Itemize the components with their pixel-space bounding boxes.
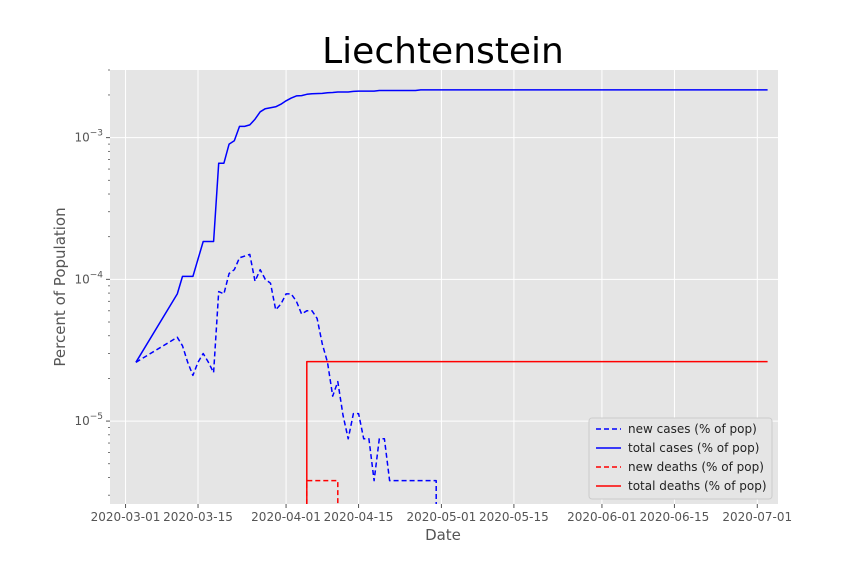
x-tick-label: 2020-03-01 [91,510,161,524]
x-axis-ticks: 2020-03-01 2020-03-15 2020-04-01 2020-04-15… [91,504,792,524]
legend-label-total-cases: total cases (% of pop) [628,441,759,455]
y-tick-label: 10−3 [74,129,103,145]
y-tick-label: 10−4 [74,270,103,286]
series-lines [135,89,768,504]
legend-box [588,417,773,500]
x-tick-label: 2020-06-15 [640,510,710,524]
x-axis-label: Date [425,526,461,544]
legend-label-total-deaths: total deaths (% of pop) [628,479,767,493]
x-tick-label: 2020-03-15 [163,510,233,524]
series-line-new-cases-of-pop [135,253,437,504]
legend-label-new-deaths: new deaths (% of pop) [628,460,764,474]
x-tick-label: 2020-06-01 [567,510,637,524]
y-axis-label: Percent of Population [51,207,69,366]
x-tick-label: 2020-07-01 [722,510,792,524]
x-tick-label: 2020-05-01 [407,510,477,524]
series-line-total-deaths-of-pop [306,360,768,504]
series-line-total-cases-of-pop [135,89,768,363]
y-tick-label: 10−5 [74,412,103,428]
x-tick-label: 2020-04-15 [324,510,394,524]
x-tick-label: 2020-04-01 [251,510,321,524]
y-axis-ticks: 10−5 10−4 10−3 [74,69,110,496]
x-tick-label: 2020-05-15 [479,510,549,524]
legend: new cases (% of pop) total cases (% of p… [588,417,773,500]
legend-label-new-cases: new cases (% of pop) [628,422,757,436]
chart-title: Liechtenstein [322,31,564,72]
